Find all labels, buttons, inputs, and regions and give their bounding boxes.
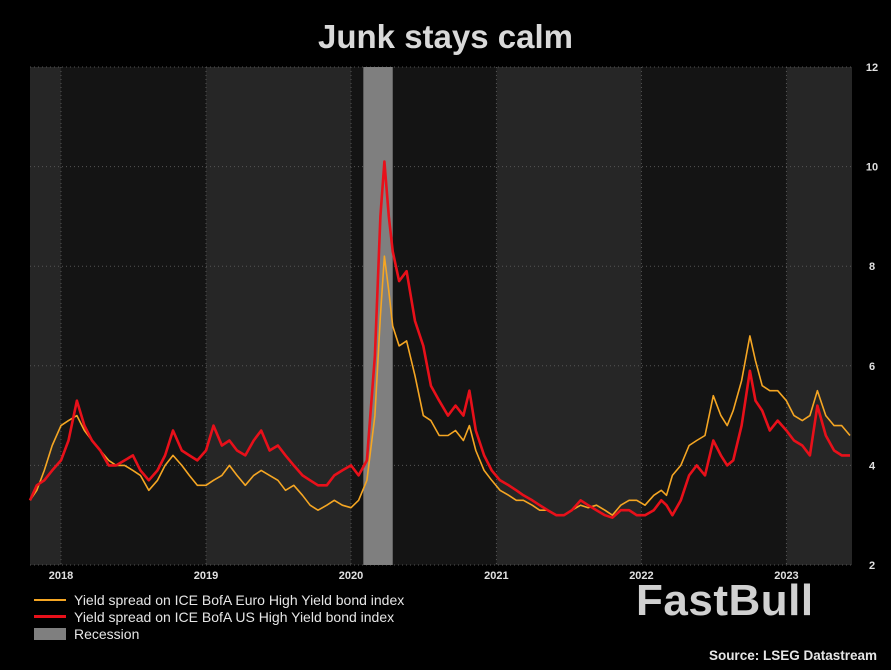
year-band	[786, 67, 852, 565]
x-tick-label: 2018	[49, 570, 73, 582]
y-tick-label: 6	[869, 361, 875, 373]
x-axis-ticks: 2018 2019 2020 2021 2022 2023	[49, 570, 799, 582]
series-line-euro	[29, 255, 851, 516]
year-band	[641, 67, 787, 565]
x-tick-label: 2021	[484, 570, 508, 582]
y-tick-label: 10	[866, 162, 878, 174]
source-note: Source: LSEG Datastream	[708, 648, 877, 663]
year-band	[60, 67, 207, 565]
year-band	[30, 67, 61, 565]
legend-item-recession: Recession	[34, 625, 404, 642]
series-line-us	[28, 160, 850, 519]
legend-label-recession: Recession	[74, 625, 140, 642]
y-tick-label: 4	[869, 460, 876, 472]
series-layer	[28, 160, 851, 519]
year-band	[206, 67, 352, 565]
y-axis-ticks: 2 4 6 8 10 12	[866, 62, 878, 572]
recession-band	[363, 67, 393, 565]
legend-swatch-euro	[34, 598, 66, 601]
legend-swatch-us	[34, 615, 66, 618]
y-tick-label: 12	[866, 62, 878, 74]
y-tick-label: 8	[869, 261, 875, 273]
x-tick-label: 2020	[339, 570, 363, 582]
legend: Yield spread on ICE BofA Euro High Yield…	[34, 591, 404, 642]
legend-item-euro: Yield spread on ICE BofA Euro High Yield…	[34, 591, 404, 608]
chart-title: Junk stays calm	[318, 18, 573, 55]
gridlines	[30, 66, 852, 566]
x-tick-label: 2019	[194, 570, 218, 582]
fastbull-watermark: FastBull	[636, 576, 814, 625]
x-tick-label: 2023	[774, 570, 798, 582]
legend-label-us: Yield spread on ICE BofA US High Yield b…	[74, 608, 395, 625]
legend-item-us: Yield spread on ICE BofA US High Yield b…	[34, 608, 404, 625]
recession-band-layer	[363, 67, 393, 565]
legend-label-euro: Yield spread on ICE BofA Euro High Yield…	[74, 591, 405, 608]
y-tick-label: 2	[869, 560, 875, 572]
x-tick-label: 2022	[629, 570, 653, 582]
year-bands	[30, 67, 852, 565]
year-band	[496, 67, 642, 565]
legend-swatch-recession	[34, 627, 66, 640]
